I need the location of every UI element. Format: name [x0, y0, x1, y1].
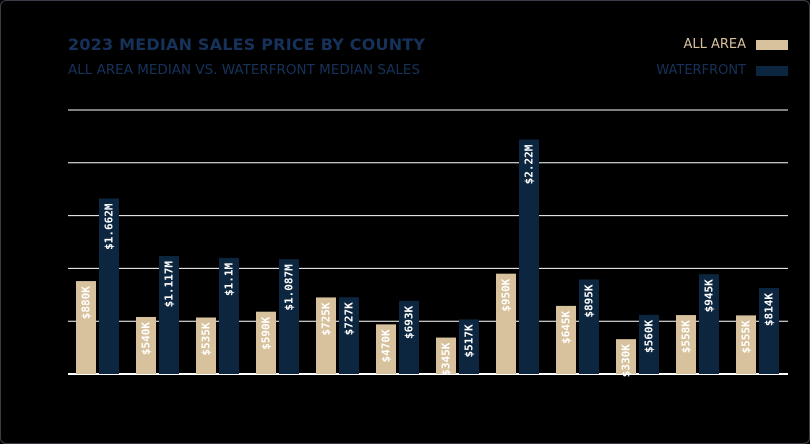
bar-waterfront-6 [459, 319, 479, 374]
bar-waterfront-8 [579, 279, 599, 374]
legend-swatch-waterfront [756, 65, 788, 76]
bar-waterfront-4 [339, 297, 359, 374]
bar-all-area-11 [736, 315, 756, 374]
data-label-waterfront-1: $1.117M [163, 261, 176, 308]
bar-waterfront-5 [399, 300, 419, 374]
bar-waterfront-7 [519, 139, 539, 374]
data-label-all-area-0: $880K [80, 286, 93, 319]
bar-all-area-2 [196, 317, 216, 374]
data-label-waterfront-8: $895K [583, 284, 596, 317]
data-label-waterfront-3: $1.087M [283, 264, 296, 311]
data-label-waterfront-11: $814K [763, 293, 776, 326]
data-label-waterfront-0: $1.662M [103, 203, 116, 250]
bar-all-area-8 [556, 305, 576, 374]
data-label-all-area-8: $645K [560, 311, 573, 344]
data-label-waterfront-9: $560K [643, 319, 656, 352]
bar-waterfront-11 [759, 288, 779, 374]
data-label-all-area-1: $540K [140, 322, 153, 355]
data-label-all-area-11: $555K [740, 320, 753, 353]
legend-label-waterfront: WATERFRONT [656, 63, 746, 78]
bar-waterfront-2 [219, 257, 239, 374]
data-label-all-area-9: $330K [620, 344, 633, 377]
data-label-all-area-3: $590K [260, 316, 273, 349]
data-label-all-area-10: $558K [680, 320, 693, 353]
data-label-all-area-5: $470K [380, 329, 393, 362]
data-label-all-area-7: $950K [500, 278, 513, 311]
data-label-all-area-2: $535K [200, 322, 213, 355]
legend-label-all-area: ALL AREA [683, 37, 746, 52]
data-label-all-area-6: $345K [440, 342, 453, 375]
bar-waterfront-3 [279, 259, 299, 374]
bar-all-area-3 [256, 311, 276, 374]
legend-swatch-all-area [756, 39, 788, 50]
legend-item-all-area: ALL AREA [683, 37, 788, 52]
data-label-all-area-4: $725K [320, 302, 333, 335]
bar-waterfront-0 [99, 198, 119, 374]
data-label-waterfront-6: $517K [463, 324, 476, 357]
bar-all-area-0 [76, 281, 96, 374]
chart-subtitle: ALL AREA MEDIAN VS. WATERFRONT MEDIAN SA… [68, 62, 421, 78]
bar-all-area-1 [136, 316, 156, 374]
bar-all-area-6 [436, 337, 456, 374]
bar-waterfront-10 [699, 274, 719, 374]
bar-waterfront-9 [639, 314, 659, 374]
bar-all-area-4 [316, 297, 336, 374]
bar-waterfront-1 [159, 256, 179, 374]
bar-all-area-7 [496, 273, 516, 374]
data-label-waterfront-2: $1.1M [223, 262, 236, 295]
data-label-waterfront-4: $727K [343, 302, 356, 335]
bar-all-area-5 [376, 324, 396, 374]
data-label-waterfront-7: $2.22M [523, 144, 536, 184]
data-label-waterfront-10: $945K [703, 279, 716, 312]
bar-all-area-10 [676, 315, 696, 374]
chart-title: 2023 MEDIAN SALES PRICE BY COUNTY [68, 35, 426, 54]
data-label-waterfront-5: $693K [403, 305, 416, 338]
bar-all-area-9 [616, 339, 636, 374]
legend-item-waterfront: WATERFRONT [656, 63, 788, 78]
